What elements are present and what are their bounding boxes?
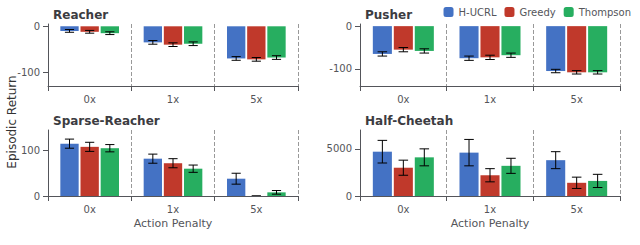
svg-text:100: 100 (21, 145, 40, 156)
svg-text:5x: 5x (250, 94, 262, 105)
svg-text:0x: 0x (84, 94, 96, 105)
svg-text:5x: 5x (571, 204, 583, 215)
svg-text:0: 0 (346, 21, 352, 32)
svg-text:1x: 1x (484, 204, 496, 215)
svg-text:Half-Cheetah: Half-Cheetah (365, 114, 453, 128)
svg-text:0x: 0x (397, 204, 409, 215)
svg-text:0x: 0x (84, 204, 96, 215)
svg-text:0x: 0x (397, 94, 409, 105)
svg-text:Episodic Return: Episodic Return (5, 75, 19, 168)
svg-text:Greedy: Greedy (519, 7, 555, 18)
svg-text:Reacher: Reacher (53, 8, 108, 22)
svg-text:0: 0 (346, 191, 352, 202)
svg-text:-100: -100 (329, 63, 352, 74)
svg-text:1x: 1x (484, 94, 496, 105)
svg-text:1x: 1x (167, 204, 179, 215)
svg-text:-100: -100 (17, 67, 40, 78)
svg-text:Sparse-Reacher: Sparse-Reacher (53, 114, 160, 128)
svg-text:Pusher: Pusher (365, 8, 412, 22)
svg-text:H-UCRL: H-UCRL (459, 7, 497, 18)
svg-text:1x: 1x (167, 94, 179, 105)
svg-text:5x: 5x (250, 204, 262, 215)
svg-text:Thompson: Thompson (578, 7, 631, 18)
svg-text:5000: 5000 (327, 143, 352, 154)
svg-text:Action Penalty: Action Penalty (134, 217, 213, 230)
svg-text:Action Penalty: Action Penalty (451, 217, 530, 230)
svg-text:5x: 5x (571, 94, 583, 105)
svg-text:0: 0 (34, 21, 40, 32)
svg-text:0: 0 (34, 191, 40, 202)
